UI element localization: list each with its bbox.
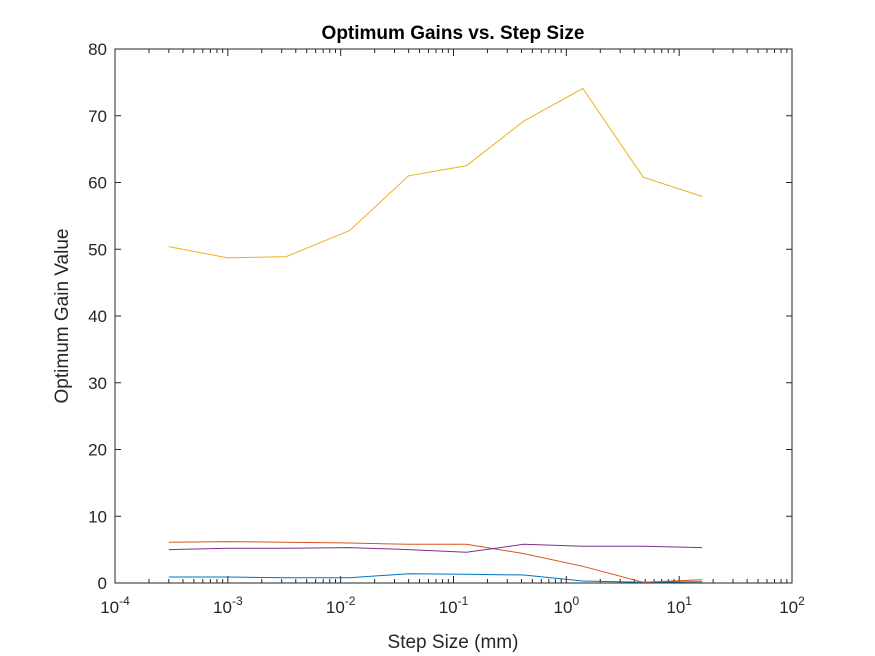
axis-ticks: 0 10 20 30 40 50 60 70 80 10-4 10-3 10-2 10-1 100 101 1…	[88, 40, 805, 617]
y-tick-label: 20	[88, 441, 107, 460]
y-tick-label: 40	[88, 307, 107, 326]
y-axis-label: Optimum Gain Value	[52, 229, 73, 404]
y-tick-label: 60	[88, 174, 107, 193]
series-line-3	[168, 87, 703, 259]
x-tick-label: 10-3	[213, 594, 243, 617]
x-tick-label: 10-2	[326, 594, 356, 617]
y-tick-label: 80	[88, 40, 107, 59]
x-tick-label: 10-4	[100, 594, 130, 617]
y-tick-label: 70	[88, 107, 107, 126]
series-line-1	[168, 573, 703, 583]
y-tick-label: 30	[88, 374, 107, 393]
y-tick-label: 0	[98, 574, 107, 593]
x-tick-label: 101	[666, 594, 692, 617]
x-tick-label: 102	[779, 594, 805, 617]
y-tick-label: 10	[88, 507, 107, 526]
x-axis-label: Step Size (mm)	[388, 632, 519, 653]
series-line-2	[168, 541, 703, 583]
x-tick-label: 10-1	[439, 594, 469, 617]
chart-title: Optimum Gains vs. Step Size	[322, 23, 585, 44]
series-line-4	[168, 543, 703, 553]
series-layer	[168, 87, 703, 583]
y-tick-label: 50	[88, 240, 107, 259]
x-tick-label: 100	[554, 594, 580, 617]
